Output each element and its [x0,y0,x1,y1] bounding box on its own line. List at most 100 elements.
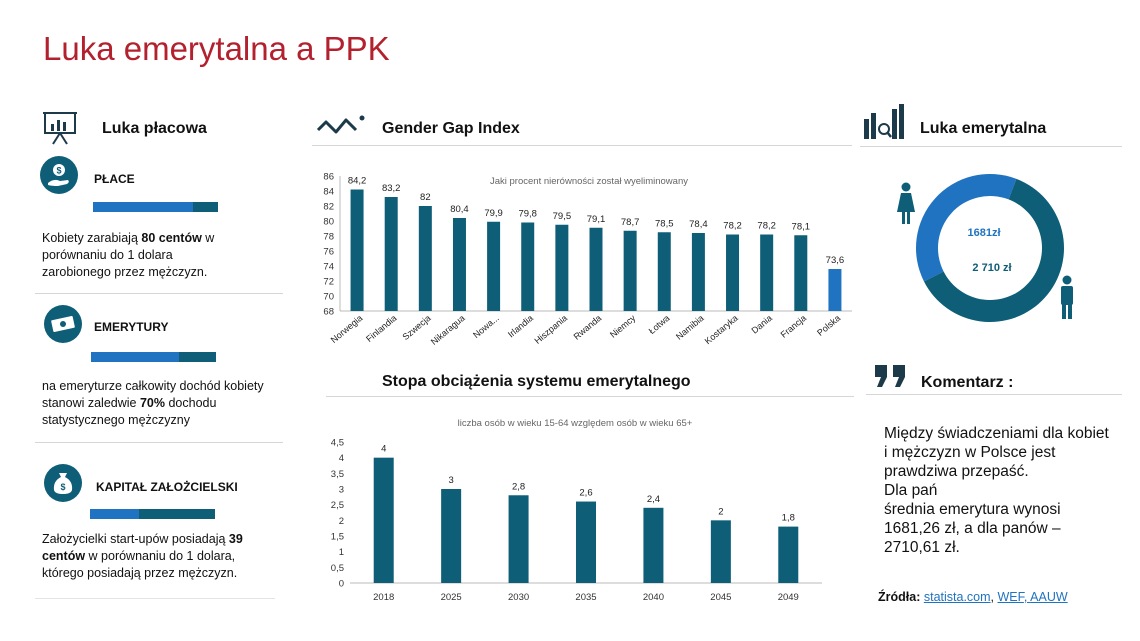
bar [418,206,432,311]
banknotes-icon [44,305,82,343]
x-tick-label: 2025 [441,592,462,603]
source-link-wef[interactable]: WEF [997,590,1024,604]
x-tick-label: Nikaragua [429,313,467,347]
bar-chart-magnifier-icon [864,104,904,139]
data-label: 2,8 [512,481,525,492]
y-tick-label: 82 [323,202,334,213]
x-tick-label: Hiszpania [532,313,569,346]
data-label: 2,4 [647,494,660,505]
data-label: 73,6 [826,255,845,266]
data-label: 83,2 [382,183,401,194]
founders-ratio-bar [90,509,215,519]
gender-gap-chart: 68 70 72 74 76 78 80 82 84 86 84,2 Norwegia 83,2 Finl… [323,172,852,347]
data-label: 78,5 [655,218,674,229]
sources-line: Źródła: statista.com, WEF, AAUW [878,590,1068,604]
x-tick-label: Dania [750,313,774,336]
dependency-ratio-chart: 0 0,5 1 1,5 2 2,5 3 3,5 4 4,5 4 2018 3 2025 2,8 2030 2,6… [331,418,822,603]
founders-capital-label: KAPITAŁ ZAŁOŻCIELSKI [96,480,238,494]
divider [860,146,1122,147]
data-label: 79,5 [553,211,572,222]
bar [350,189,364,311]
x-tick-label: 2035 [575,592,596,603]
bar [760,234,774,311]
data-label: 78,7 [621,217,640,228]
bar [576,501,596,583]
svg-text:$: $ [56,166,61,176]
y-tick-label: 0,5 [331,563,344,574]
bar [555,224,569,311]
quote-icon [875,365,905,387]
y-tick-label: 3,5 [331,469,344,480]
data-label: 78,2 [723,221,742,232]
y-tick-label: 74 [323,262,334,273]
founders-women-segment [90,509,139,519]
bar [452,218,466,311]
pensions-women-segment [91,352,179,362]
data-label: 79,8 [518,209,537,220]
divider [866,394,1122,395]
x-tick-label: Irlandia [506,313,535,340]
wage-gap-heading: Luka płacowa [102,120,207,137]
page-title: Luka emerytalna a PPK [43,30,390,67]
x-tick-label: 2018 [373,592,394,603]
y-tick-label: 86 [323,172,334,183]
y-tick-label: 4,5 [331,438,344,449]
x-tick-label: Norwegia [329,313,365,345]
founders-description: Założycielki start-upów posiadają 39 cen… [42,532,243,580]
divider [35,598,275,599]
donut-men-slice [923,178,1064,322]
woman-icon [897,182,915,224]
y-tick-label: 1 [339,547,344,558]
y-tick-label: 80 [323,217,334,228]
money-bag-icon: $ [44,464,82,502]
pensions-ratio-bar [91,352,216,362]
data-label: 78,1 [792,221,811,232]
trend-line-icon [316,115,365,134]
dependency-heading: Stopa obciążenia systemu emerytalnego [382,373,691,390]
y-tick-label: 0 [339,579,344,590]
x-tick-label: Szwecja [401,313,433,342]
pensions-description: na emeryturze całkowity dochód kobiety s… [42,379,264,427]
bar [778,526,799,583]
man-icon [1061,275,1073,319]
bar [726,234,740,311]
data-label: 79,9 [484,208,503,219]
y-tick-label: 78 [323,232,334,243]
bar [508,495,529,583]
pension-donut-chart: 1681zł 2 710 zł [897,174,1073,322]
data-label: 3 [448,475,453,486]
pensions-label: EMERYTURY [94,320,169,334]
wages-ratio-bar [93,202,218,212]
pension-gap-heading: Luka emerytalna [920,120,1047,137]
data-label: 78,4 [689,219,708,230]
y-tick-label: 70 [323,292,334,303]
y-tick-label: 1,5 [331,532,344,543]
y-tick-label: 2 [339,516,344,527]
data-label: 1,8 [782,513,795,524]
x-tick-label: Finlandia [364,313,398,344]
data-label: 84,2 [348,176,367,187]
data-label: 80,4 [450,204,469,215]
bar [794,235,808,311]
bar [623,230,637,311]
y-tick-label: 84 [323,187,334,198]
donut-women-label: 1681zł [967,227,1000,239]
bar [657,232,671,311]
y-tick-label: 3 [339,485,344,496]
bar [643,507,664,583]
presentation-chart-icon [43,112,77,145]
money-hand-icon: $ [40,156,78,194]
chart-title: Jaki procent nierówności został wyelimin… [490,176,688,187]
source-link-aauw[interactable]: , AAUW [1023,590,1068,604]
x-tick-label: 2030 [508,592,529,603]
bar [589,227,603,311]
x-tick-label: Kostaryka [703,313,740,346]
y-tick-label: 72 [323,277,334,288]
bar [710,520,731,583]
bar [441,489,462,583]
x-tick-label: Łotwa [647,313,672,336]
gender-gap-heading: Gender Gap Index [382,120,520,137]
bar [691,233,705,311]
source-link-statista[interactable]: statista.com [923,590,991,604]
x-tick-label: Rwanda [572,313,604,342]
